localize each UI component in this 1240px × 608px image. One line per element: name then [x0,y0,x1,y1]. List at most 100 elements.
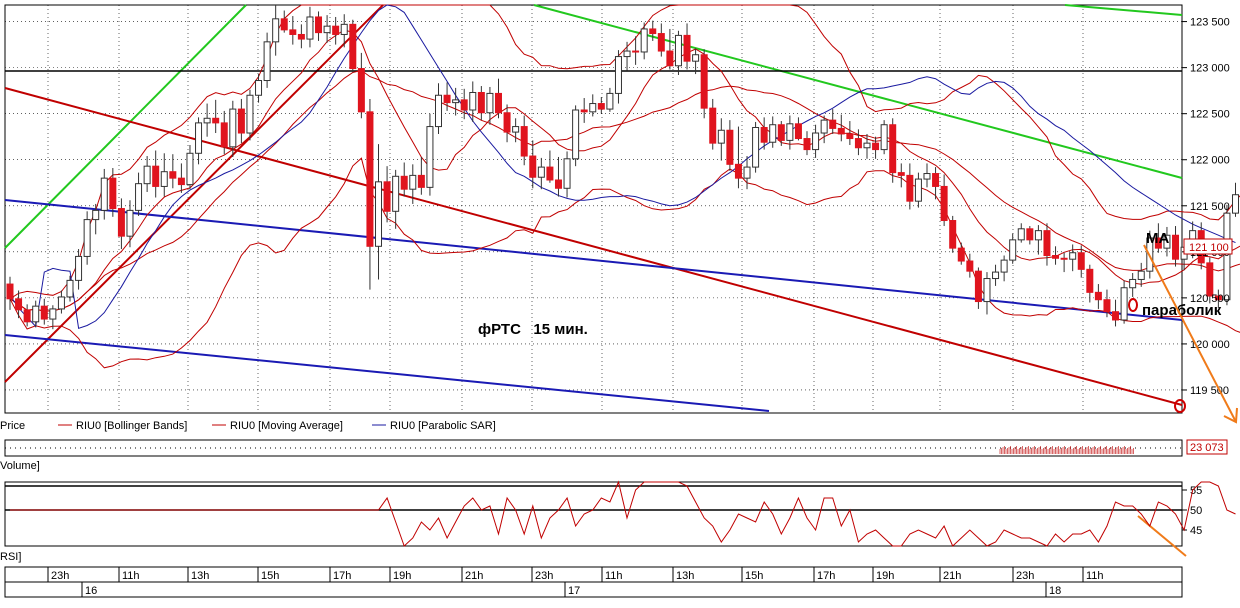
candle-body-down [580,109,588,113]
hour-label: 21h [465,570,483,582]
candle-body-down [1206,262,1214,297]
candle-body-down [726,129,734,165]
candle [752,121,760,173]
price-tick-label: 123 000 [1190,63,1230,75]
candle-body-down [332,25,340,35]
candle-body-down [1214,295,1222,301]
candle [983,272,991,315]
candle-body-down [349,23,357,70]
candle [417,156,425,195]
day-label: 18 [1049,585,1061,597]
candle [606,87,614,112]
bollinger-lower-band [9,157,1240,369]
candle-body-up [614,56,622,94]
candle-body-down [709,107,717,144]
candle [726,120,734,171]
candle-body-up [992,271,1000,280]
candle-body-up [306,16,314,40]
candle-body-down [1094,291,1102,301]
candle [383,166,391,223]
candle-body-up [57,296,65,310]
candle [469,81,477,122]
hour-label: 15h [261,570,279,582]
sar-label: параболик [1142,302,1222,319]
candle-body-down [632,50,640,53]
candle-body-down [503,112,511,133]
candle-body-up [186,152,194,186]
candle-body-down [15,298,23,311]
candle-body-down [897,172,905,176]
candle [237,98,245,144]
candle-body-down [1172,234,1180,260]
candle-body-down [6,283,14,300]
candle-body-down [23,309,31,323]
candle-body-up [1120,287,1128,321]
rsi-tick-label: 55 [1190,485,1202,497]
candle-body-down [837,127,845,135]
candle [1129,273,1137,297]
candle [769,116,777,148]
candle-body-down [152,165,160,187]
candle-body-up [92,209,100,221]
candle [1052,246,1060,265]
candle-body-down [932,173,940,187]
candle-body-down [546,166,554,181]
candle-body-down [1077,252,1085,270]
candle-body-up [752,126,760,168]
candle-body-down [417,174,425,188]
candle-body-down [1052,255,1060,259]
candle-body-down [117,208,125,237]
candle [315,11,323,41]
candle-body-down [357,68,365,113]
candle [289,16,297,45]
main-chart-label: фРТС 15 мин. [478,321,588,338]
candle-body-up [572,109,580,160]
candle [15,290,23,319]
candle [837,114,845,142]
candle [992,264,1000,286]
candle [1154,223,1162,253]
candle [152,150,160,198]
parabolic-sar-line [9,4,1236,329]
candle-body-down [460,99,468,111]
candle [332,16,340,45]
candle [632,36,640,65]
day-label: 17 [568,585,580,597]
candle [674,30,682,75]
volume-last-value: 23 073 [1190,442,1224,454]
candle [135,172,143,216]
candle [709,98,717,150]
hour-label: 11h [122,570,140,582]
candle [1077,245,1085,278]
legend: Price RIU0 [Bollinger Bands] RIU0 [Moving … [0,420,496,432]
candle-body-up [1000,259,1008,273]
candle [1026,226,1034,245]
candle [1043,223,1051,266]
candle-body-up [1232,194,1240,214]
candle-body-up [863,142,871,149]
candle-body-up [246,94,254,134]
forecast-arrow-rsi [1137,515,1187,557]
candle [6,276,14,310]
candle [126,200,134,248]
candle-body-down [383,181,391,212]
candle-body-up [786,123,794,141]
candle-body-up [880,124,888,151]
candle [1232,182,1240,217]
candle [23,304,31,327]
candle-body-up [983,278,991,303]
rsi-line [10,480,1236,547]
hour-label: 17h [817,570,835,582]
candle [1214,289,1222,309]
candle [529,140,537,189]
candle-body-down [400,175,408,190]
candle [272,5,280,56]
candle [812,124,820,158]
legend-item-label: Price [0,420,25,432]
candle [340,14,348,48]
candle [717,118,725,161]
candle [666,28,674,70]
candle-body-down [854,138,862,149]
candle [700,49,708,119]
candle [863,133,871,159]
